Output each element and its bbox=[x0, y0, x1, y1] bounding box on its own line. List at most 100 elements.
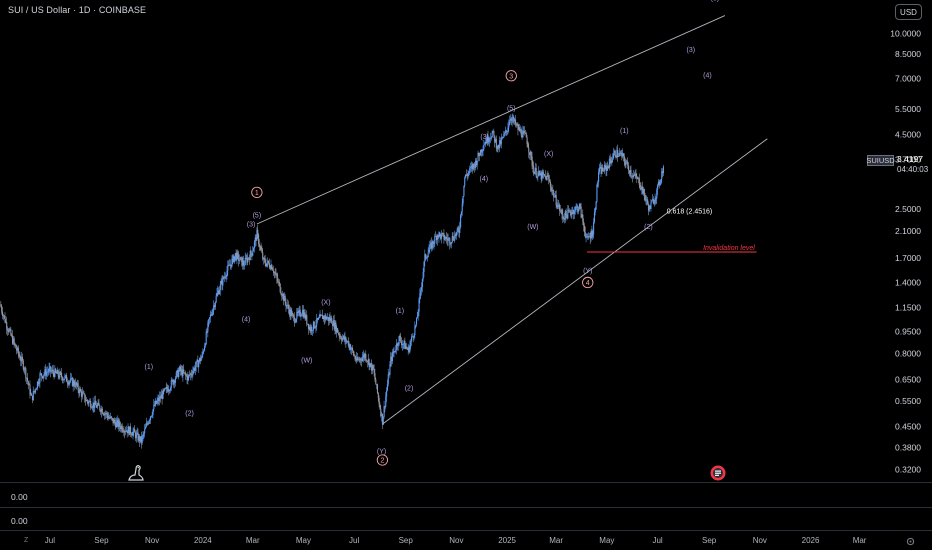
candle-body bbox=[191, 374, 193, 376]
wave-circle bbox=[505, 70, 517, 82]
x-tick-label: Mar bbox=[246, 536, 260, 545]
candle-body bbox=[159, 396, 162, 399]
candle-body bbox=[97, 402, 99, 406]
candle-body bbox=[618, 153, 620, 157]
candle-body bbox=[130, 426, 132, 434]
candle-body bbox=[449, 238, 451, 245]
candle-body bbox=[9, 329, 11, 330]
candle-body bbox=[166, 386, 168, 390]
candle-body bbox=[434, 235, 436, 244]
candle-body bbox=[92, 402, 94, 408]
candle-body bbox=[199, 358, 201, 362]
candle-body bbox=[10, 329, 12, 336]
candle-body bbox=[558, 204, 560, 206]
candle-body bbox=[602, 167, 604, 171]
candle-body bbox=[558, 204, 561, 211]
candle-body bbox=[50, 366, 52, 372]
candle-body bbox=[270, 264, 272, 270]
candle-body bbox=[649, 205, 651, 210]
candle-body bbox=[609, 158, 611, 162]
candle-body bbox=[500, 138, 502, 145]
candle-body bbox=[268, 260, 270, 264]
candle-body bbox=[305, 315, 307, 319]
settings-icon[interactable] bbox=[905, 536, 916, 547]
candle-body bbox=[189, 373, 191, 376]
pane-divider[interactable] bbox=[0, 482, 932, 483]
candle-body bbox=[644, 195, 646, 201]
candle-body bbox=[539, 170, 541, 176]
candle-body bbox=[290, 309, 292, 317]
bar-countdown: 04:40:03 bbox=[897, 165, 929, 174]
candle-body bbox=[497, 144, 499, 149]
candle-body bbox=[642, 188, 645, 194]
candle-body bbox=[75, 382, 77, 387]
candle-body bbox=[103, 413, 105, 416]
candle-body bbox=[515, 124, 517, 126]
candle-body bbox=[213, 305, 215, 310]
candle-body bbox=[339, 336, 341, 337]
candle-body bbox=[313, 321, 315, 328]
candle-body bbox=[226, 270, 228, 277]
candle-body bbox=[286, 305, 288, 307]
candle-body bbox=[29, 384, 31, 395]
candle-body bbox=[15, 344, 17, 349]
candle-body bbox=[395, 349, 397, 352]
candle-body bbox=[164, 388, 166, 391]
timezone-icon[interactable]: Z bbox=[24, 537, 29, 544]
candle-body bbox=[61, 372, 63, 378]
candle-body bbox=[379, 404, 381, 409]
candle-body bbox=[365, 354, 367, 361]
candle-body bbox=[261, 249, 263, 253]
candle-body bbox=[368, 359, 370, 367]
candle-body bbox=[452, 236, 454, 240]
candle-body bbox=[49, 366, 51, 368]
candle-body bbox=[349, 344, 351, 350]
candle-body bbox=[180, 369, 182, 371]
candle-body bbox=[101, 408, 103, 414]
candle-body bbox=[6, 328, 9, 331]
candle-body bbox=[176, 370, 178, 373]
candle-body bbox=[310, 326, 312, 332]
candle-body bbox=[0, 304, 2, 307]
candle-body bbox=[87, 401, 89, 404]
candle-body bbox=[597, 182, 599, 185]
candle-body bbox=[448, 238, 450, 240]
candle-body bbox=[525, 133, 527, 138]
candle-body bbox=[509, 118, 512, 121]
candle-body bbox=[560, 210, 562, 212]
candle-body bbox=[273, 272, 275, 274]
news-flag-icon[interactable] bbox=[710, 465, 726, 481]
candle-body bbox=[637, 177, 640, 179]
candle-body bbox=[384, 406, 386, 407]
candle-body bbox=[635, 174, 637, 177]
candle-body bbox=[406, 346, 408, 349]
candle-body bbox=[269, 267, 271, 270]
currency-button[interactable]: USD bbox=[895, 4, 922, 20]
candle-body bbox=[230, 264, 232, 267]
candle-body bbox=[554, 195, 556, 197]
candle-body bbox=[483, 145, 485, 150]
candle-body bbox=[508, 124, 510, 128]
candle-body bbox=[573, 211, 576, 215]
candle-body bbox=[56, 370, 58, 374]
candle-body bbox=[167, 389, 169, 392]
candle-body bbox=[562, 214, 564, 219]
candle-body bbox=[343, 335, 345, 340]
candle-body bbox=[435, 236, 438, 241]
wave-label: (W) bbox=[301, 357, 312, 364]
tradingview-logo-icon[interactable] bbox=[126, 462, 146, 482]
candle-body bbox=[194, 366, 196, 371]
candle-body bbox=[466, 175, 468, 177]
candle-body bbox=[21, 357, 23, 362]
candle-body bbox=[496, 148, 498, 149]
candle-body bbox=[111, 417, 113, 419]
candle-body bbox=[520, 129, 522, 136]
candle-body bbox=[415, 318, 418, 325]
pane-2-value: 0.00 bbox=[11, 516, 28, 526]
candle-body bbox=[202, 352, 204, 355]
pane-divider[interactable] bbox=[0, 507, 932, 508]
candle-body bbox=[492, 130, 494, 133]
candle-body bbox=[36, 381, 39, 389]
candle-body bbox=[285, 302, 287, 307]
